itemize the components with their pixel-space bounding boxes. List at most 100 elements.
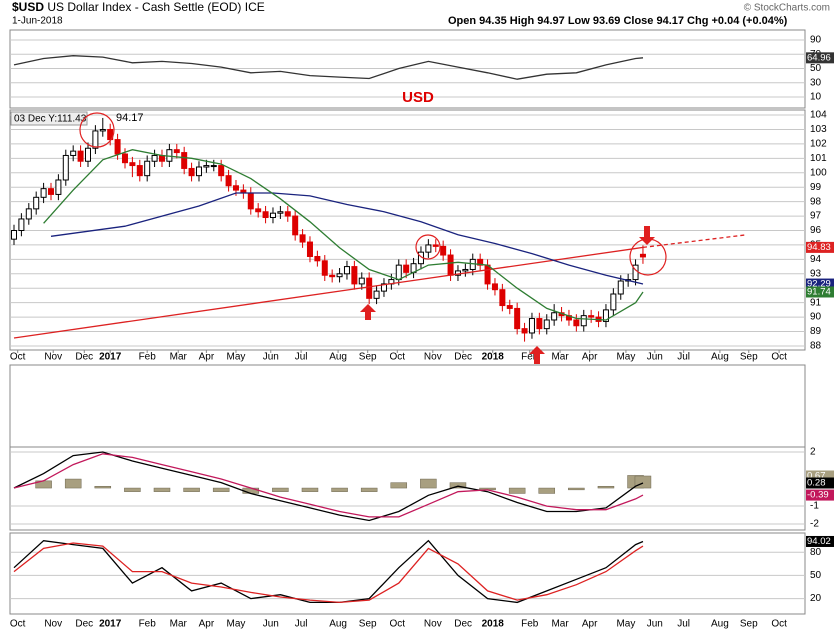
histogram-bar [538,487,556,494]
candle-body [232,185,239,191]
x-tick-label: Sep [359,619,377,630]
y-tick-label: 93 [810,268,822,279]
candle-body [121,153,128,164]
series-line [13,246,644,339]
y-tick-label: 94 [810,254,822,265]
candle-body [114,139,121,155]
last-value-box [806,470,834,482]
x-tick-label: Dec [75,619,93,630]
last-value-label: 0.28 [807,478,826,489]
x-tick-label: Aug [711,619,729,630]
last-value-label: -0.39 [807,490,829,501]
y-tick-label: 90 [810,35,822,46]
up-arrow [529,346,545,364]
histogram-bar [183,487,200,492]
candle-body [462,268,469,272]
candle-body [440,245,447,256]
candle-body [373,290,380,299]
candle-body [329,274,336,278]
symbol-name: US Dollar Index - Cash Settle (EOD) ICE [47,0,264,14]
last-value-label: 92.29 [807,279,831,290]
y-tick-label: 97 [810,211,822,222]
candle-body [84,147,91,162]
candle-body [521,328,528,334]
panel-frame [9,364,806,448]
candle-body [299,234,306,243]
legend-box [10,111,88,126]
panel-frame [9,446,806,531]
x-tick-label: Feb [139,619,157,630]
x-tick-label: Jul [677,619,690,630]
highlight-circle [415,234,441,260]
candle-body [269,212,276,219]
histogram-bar [94,485,112,489]
symbol: $USD US Dollar Index - Cash Settle (EOD)… [12,0,265,14]
y-tick-label: -2 [810,519,819,530]
y-tick-label: 88 [810,341,822,352]
histogram-bar [360,487,378,492]
candle-body [136,165,143,177]
x-tick-label: Dec [75,352,93,363]
last-value-box [806,241,834,253]
y-tick-label: 89 [810,326,822,337]
x-tick-label: Aug [329,619,347,630]
candle-body [277,211,284,214]
series-line [13,451,644,522]
candle-body [25,208,32,220]
candle-body [336,273,343,278]
candle-body [255,208,262,213]
y-tick-label: 30 [810,77,822,88]
candle-body [218,165,225,177]
x-tick-label: 2018 [482,352,505,363]
panel-title: USD [402,89,434,106]
y-tick-label: 101 [810,153,827,164]
ohlc: Open 94.35 High 94.97 Low 93.69 Close 94… [448,15,788,27]
candle-body [292,215,299,236]
x-tick-label: Feb [521,352,539,363]
series-line [13,453,644,518]
histogram-bar [272,487,289,492]
candle-body [395,264,402,281]
x-tick-label: Oct [10,619,26,630]
candle-body [351,266,358,285]
x-tick-label: Apr [582,619,598,630]
highlight-circle [629,238,667,276]
candle-body [491,283,498,291]
up-arrow [360,304,376,320]
histogram-bar [597,485,615,489]
candle-body [551,312,558,321]
legend-value: 94.17 [116,112,144,124]
candle-body [499,289,506,307]
y-tick-label: 2 [810,447,816,458]
candle-body [484,264,491,285]
candle-body [284,211,291,217]
x-tick-label: May [227,352,246,363]
last-value-box [806,477,834,489]
candle-body [210,165,217,168]
candle-body [203,165,210,168]
histogram-bar [420,478,437,489]
y-tick-label: 100 [810,167,827,178]
candle-body [514,307,521,330]
candle-body [588,315,595,318]
candle-body [477,258,484,266]
histogram-bar [124,487,141,492]
last-value-box [806,489,834,501]
candle-body [314,255,321,262]
candle-body [62,154,69,181]
candle-body [77,150,84,162]
candle-body [158,154,165,162]
x-tick-label: Apr [199,619,215,630]
candle-body [18,218,25,232]
x-tick-label: May [616,352,635,363]
series-line [13,542,644,604]
y-tick-label: 50 [810,63,822,74]
candle-body [617,280,624,295]
candle-body [47,188,54,195]
candle-body [40,188,47,198]
x-tick-label: Dec [454,619,472,630]
annotations [79,112,667,276]
series-line [13,55,644,80]
